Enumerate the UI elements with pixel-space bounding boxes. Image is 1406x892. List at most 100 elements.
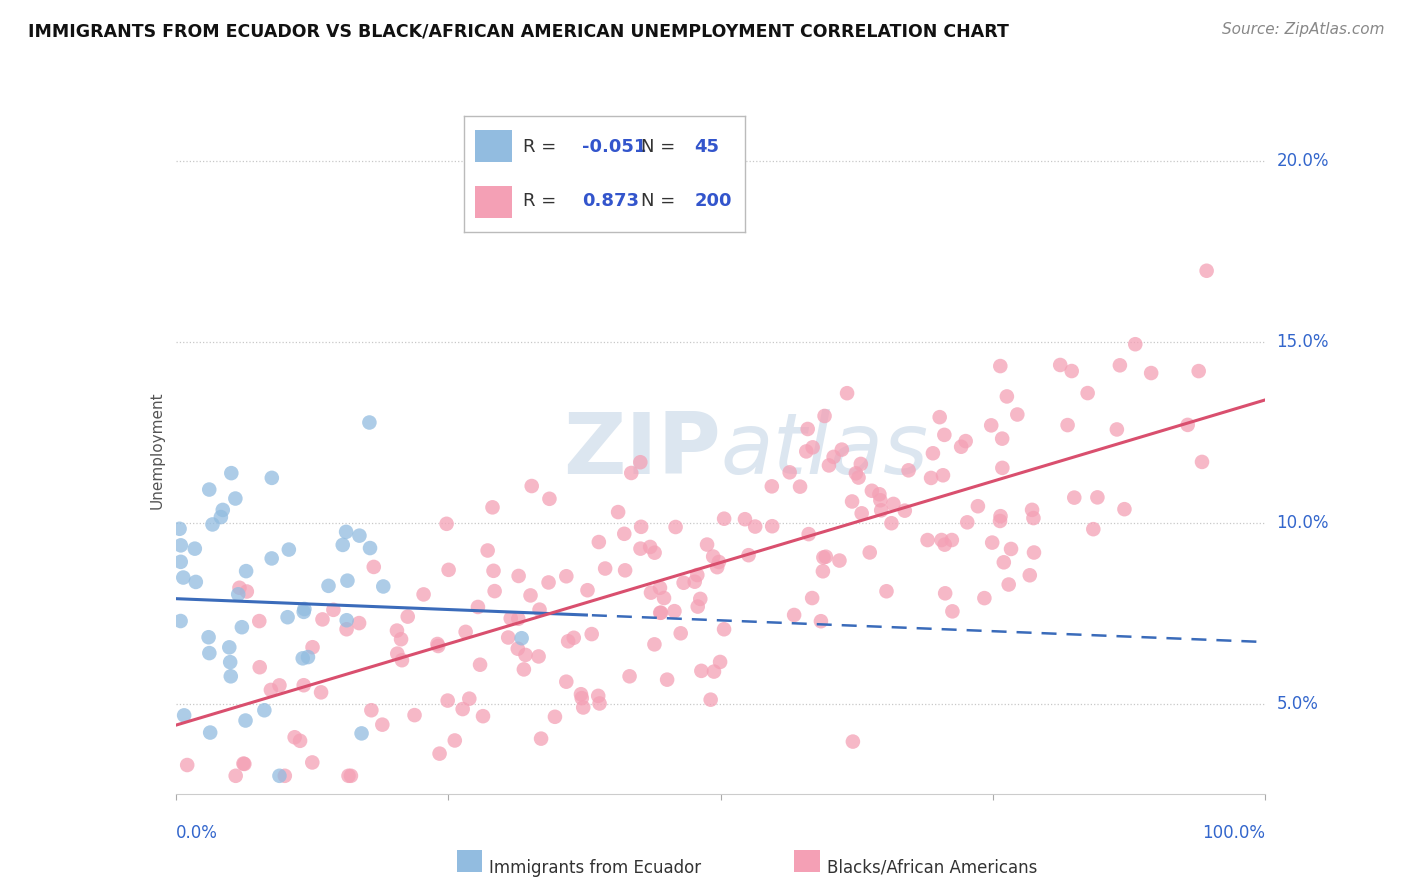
Point <box>934 586 956 600</box>
Point <box>588 535 610 549</box>
Point <box>669 626 692 640</box>
Point <box>228 581 250 595</box>
Point <box>648 581 671 595</box>
Point <box>389 632 412 647</box>
Point <box>814 549 837 564</box>
Point <box>849 457 872 471</box>
Point <box>232 756 254 771</box>
Point <box>1177 417 1199 432</box>
Text: 200: 200 <box>695 192 733 211</box>
Point <box>794 444 817 458</box>
Point <box>291 651 314 665</box>
Point <box>1049 358 1071 372</box>
Point <box>260 682 283 697</box>
Point <box>686 568 709 582</box>
Point <box>1056 418 1078 433</box>
Text: ZIP: ZIP <box>562 409 721 492</box>
Text: Source: ZipAtlas.com: Source: ZipAtlas.com <box>1222 22 1385 37</box>
Point <box>917 533 939 547</box>
Point <box>828 553 851 567</box>
Point <box>184 541 207 556</box>
Point <box>436 693 458 707</box>
Point <box>801 591 824 605</box>
Text: atlas: atlas <box>721 409 928 492</box>
Point <box>235 714 257 728</box>
Point <box>530 731 553 746</box>
Point <box>797 527 820 541</box>
Point <box>198 483 221 497</box>
Point <box>620 466 643 480</box>
Point <box>988 514 1011 528</box>
Point <box>301 640 323 655</box>
Text: 15.0%: 15.0% <box>1277 333 1329 351</box>
Point <box>707 555 730 569</box>
Point <box>713 512 735 526</box>
Text: Immigrants from Ecuador: Immigrants from Ecuador <box>489 859 702 877</box>
Point <box>538 491 561 506</box>
Point <box>292 678 315 692</box>
Point <box>172 570 194 584</box>
Point <box>703 665 725 679</box>
Text: 10.0%: 10.0% <box>1277 514 1329 532</box>
Point <box>744 519 766 533</box>
Point <box>1018 568 1040 582</box>
Text: 0.0%: 0.0% <box>176 824 218 842</box>
Point <box>529 602 551 616</box>
Point <box>269 769 291 783</box>
Point <box>1022 511 1045 525</box>
Point <box>201 517 224 532</box>
Point <box>572 700 595 714</box>
Point <box>650 606 672 620</box>
Point <box>198 725 221 739</box>
Point <box>322 603 344 617</box>
Point <box>387 647 409 661</box>
Point <box>1105 422 1128 436</box>
Point <box>218 640 240 655</box>
Point <box>396 609 419 624</box>
Point <box>170 538 193 552</box>
Point <box>292 602 315 616</box>
Point <box>831 442 853 457</box>
Point <box>835 386 858 401</box>
FancyBboxPatch shape <box>475 186 512 218</box>
Point <box>1063 491 1085 505</box>
Point <box>336 574 359 588</box>
Point <box>801 441 824 455</box>
Point <box>253 703 276 717</box>
Point <box>544 710 567 724</box>
Point <box>644 546 666 560</box>
Point <box>628 455 651 469</box>
Point <box>562 631 585 645</box>
Point <box>169 614 191 628</box>
Point <box>527 649 550 664</box>
Point <box>508 612 530 626</box>
Point <box>607 505 630 519</box>
Point <box>510 631 533 645</box>
Point <box>467 599 489 614</box>
Point <box>818 458 841 473</box>
Point <box>689 591 711 606</box>
Point <box>991 432 1014 446</box>
Y-axis label: Unemployment: Unemployment <box>149 392 165 509</box>
Point <box>950 440 973 454</box>
Point <box>347 616 370 631</box>
Point <box>371 717 394 731</box>
Point <box>997 577 1019 591</box>
Point <box>555 569 578 583</box>
Point <box>336 613 359 627</box>
Point <box>1188 364 1211 378</box>
Point <box>696 538 718 552</box>
Point <box>173 708 195 723</box>
Point <box>340 769 363 783</box>
Point <box>429 747 451 761</box>
Point <box>484 584 506 599</box>
Text: 100.0%: 100.0% <box>1202 824 1265 842</box>
Point <box>928 410 950 425</box>
Point <box>810 614 832 628</box>
Point <box>363 560 385 574</box>
Point <box>236 584 259 599</box>
Point <box>197 630 219 644</box>
Point <box>360 703 382 717</box>
Point <box>508 569 530 583</box>
Point <box>1077 386 1099 401</box>
